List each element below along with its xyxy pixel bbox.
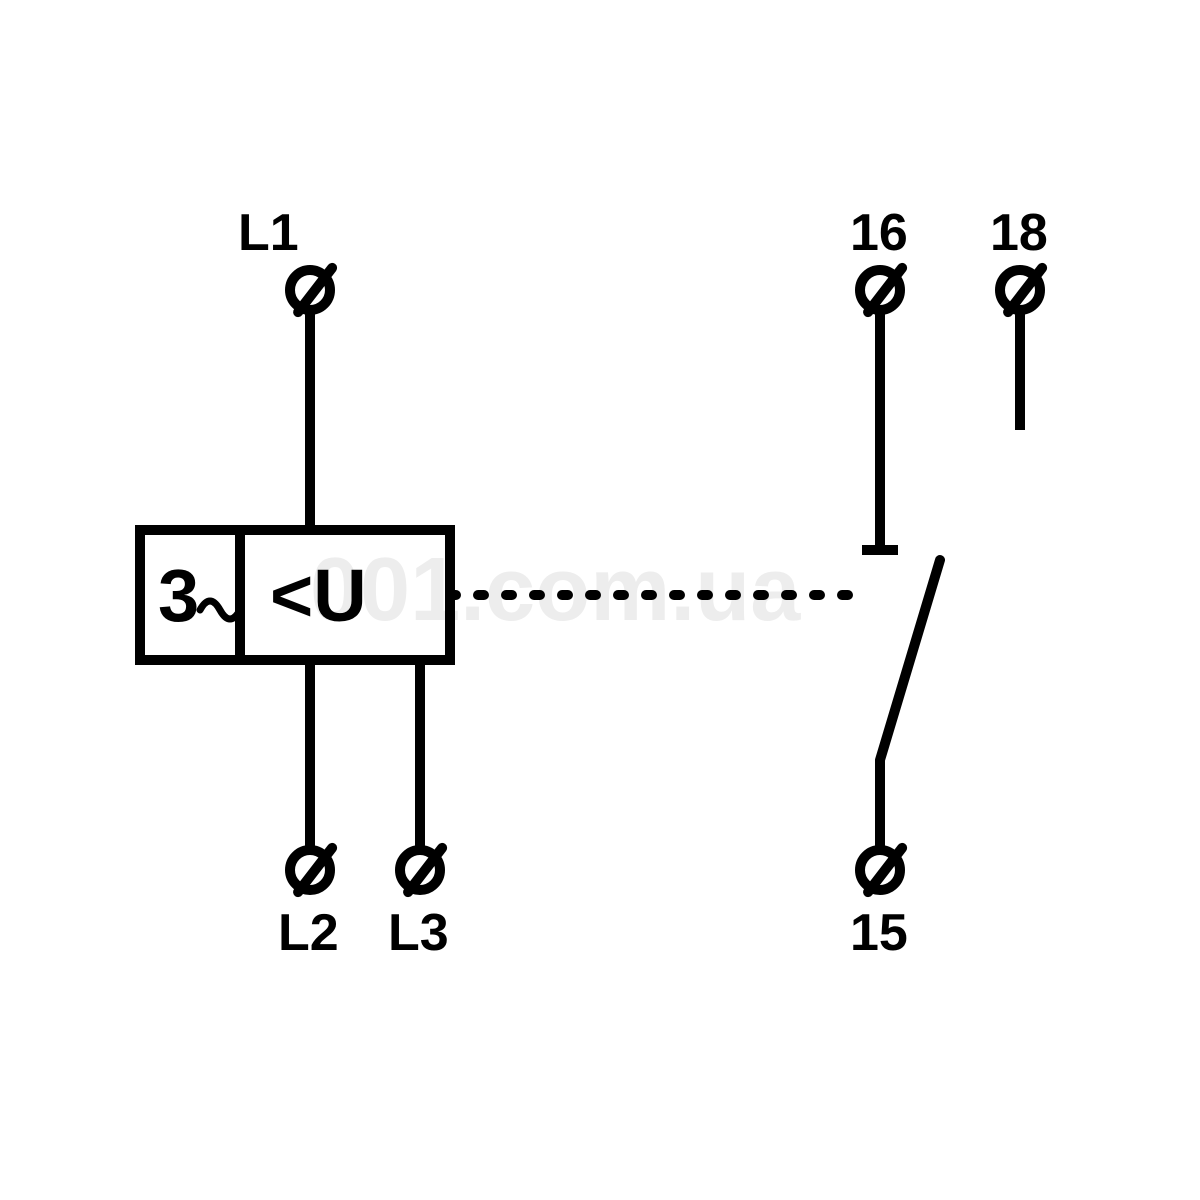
watermark-text: 001.com.ua <box>310 540 801 640</box>
terminal-label-15: 15 <box>850 904 908 962</box>
relay-schematic: 001.com.ua 3 <U 15 16 18 L1 L2 L3 <box>0 0 1200 1200</box>
terminal-18: 18 <box>990 204 1048 312</box>
terminal-label-l2: L2 <box>278 904 339 962</box>
relay-left-label: 3 <box>158 554 199 637</box>
terminal-l2: L2 <box>278 848 339 962</box>
terminal-15: 15 <box>850 848 908 962</box>
relay-right-label: <U <box>270 554 367 637</box>
terminal-l3: L3 <box>388 848 449 962</box>
terminal-16: 16 <box>850 204 908 312</box>
terminal-label-16: 16 <box>850 204 908 262</box>
terminal-label-l1: L1 <box>238 204 299 262</box>
terminal-label-18: 18 <box>990 204 1048 262</box>
terminal-label-l3: L3 <box>388 904 449 962</box>
